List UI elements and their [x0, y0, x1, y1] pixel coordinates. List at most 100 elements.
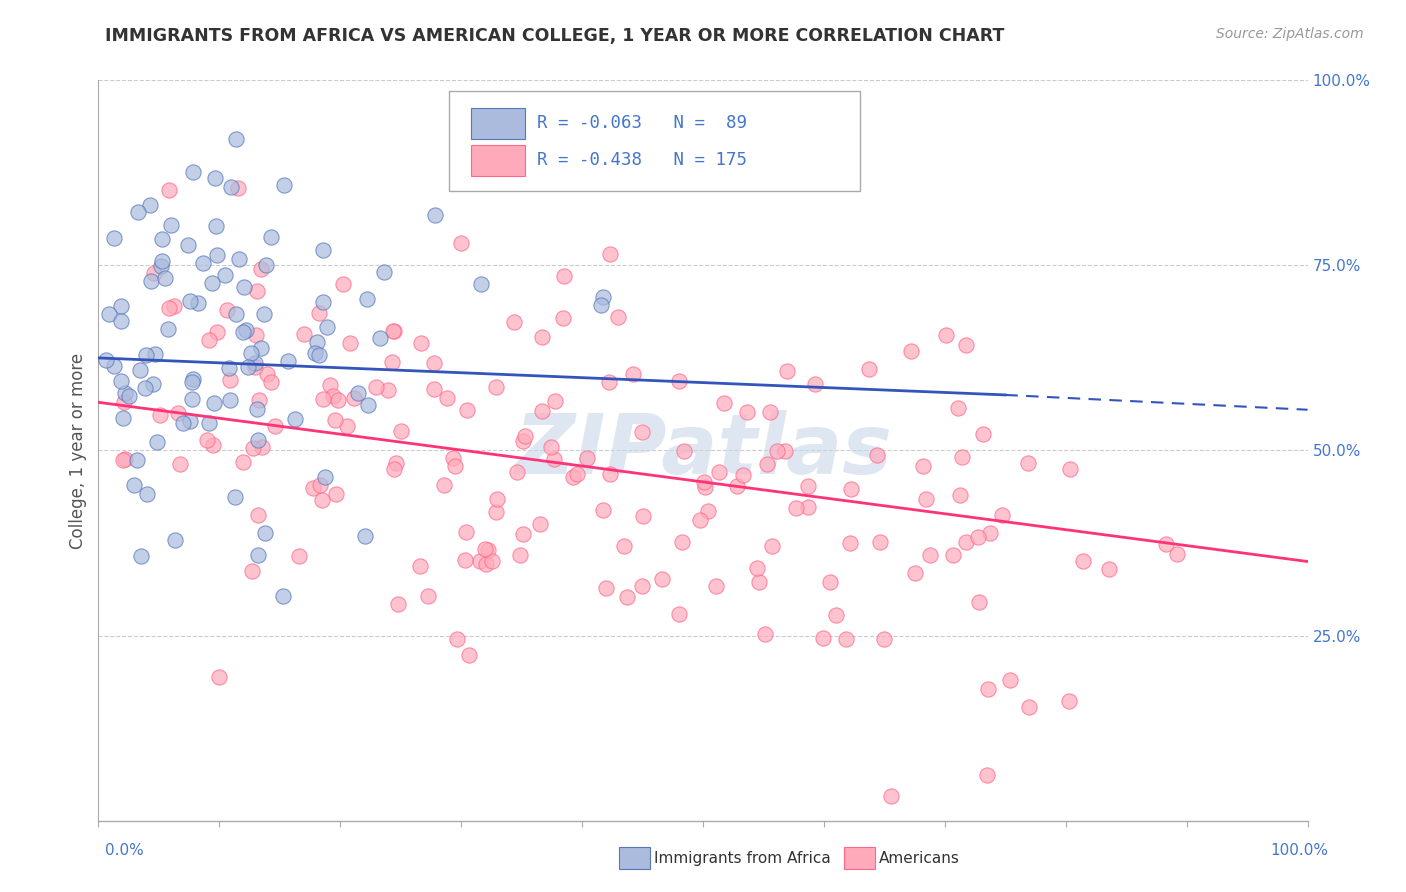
Point	[277, 354, 299, 368]
Point	[204, 219, 226, 234]
Point	[423, 382, 446, 396]
Point	[145, 434, 167, 449]
Point	[506, 465, 529, 479]
Point	[314, 469, 336, 483]
Point	[668, 374, 690, 388]
Point	[869, 534, 891, 549]
Point	[797, 478, 820, 492]
Point	[423, 356, 446, 370]
Point	[181, 165, 204, 179]
Point	[838, 536, 860, 550]
Point	[142, 376, 165, 391]
Point	[162, 299, 184, 313]
Point	[232, 280, 254, 294]
Point	[243, 360, 266, 375]
Point	[565, 467, 588, 482]
Point	[264, 418, 287, 433]
Point	[225, 307, 247, 321]
Point	[866, 448, 889, 462]
Point	[181, 392, 204, 407]
Point	[470, 553, 492, 567]
Point	[553, 268, 575, 283]
Point	[955, 535, 977, 549]
Point	[228, 252, 250, 266]
Point	[1057, 694, 1080, 708]
Point	[697, 504, 720, 518]
Point	[991, 508, 1014, 522]
Point	[246, 402, 269, 417]
Point	[704, 579, 727, 593]
Point	[592, 290, 614, 304]
Point	[169, 457, 191, 471]
Point	[323, 413, 346, 427]
Point	[441, 451, 464, 466]
Point	[382, 324, 405, 338]
Point	[201, 438, 224, 452]
Point	[544, 394, 567, 409]
Point	[381, 355, 404, 369]
Point	[529, 517, 551, 532]
Point	[139, 274, 162, 288]
Point	[835, 632, 858, 646]
Point	[456, 402, 478, 417]
Point	[240, 564, 263, 578]
Point	[384, 324, 406, 338]
Point	[172, 417, 194, 431]
Point	[98, 307, 121, 321]
Point	[912, 458, 935, 473]
Point	[1154, 536, 1177, 550]
Point	[311, 392, 333, 406]
Point	[458, 648, 481, 662]
Point	[245, 356, 267, 370]
Point	[776, 363, 799, 377]
Point	[512, 526, 534, 541]
Point	[443, 458, 465, 473]
Point	[129, 362, 152, 376]
Point	[502, 315, 524, 329]
Point	[347, 385, 370, 400]
Text: Source: ZipAtlas.com: Source: ZipAtlas.com	[1216, 27, 1364, 41]
Point	[143, 347, 166, 361]
Point	[204, 171, 226, 186]
Point	[110, 299, 132, 313]
Point	[103, 359, 125, 373]
Point	[232, 325, 254, 339]
Point	[254, 258, 277, 272]
FancyBboxPatch shape	[471, 145, 526, 176]
Point	[246, 433, 269, 447]
Point	[820, 575, 842, 590]
Point	[111, 410, 134, 425]
Point	[797, 500, 820, 514]
Point	[976, 768, 998, 782]
Point	[967, 530, 990, 544]
Point	[160, 218, 183, 232]
Point	[955, 338, 977, 352]
Point	[198, 416, 221, 430]
Point	[110, 314, 132, 328]
Point	[253, 526, 276, 541]
Point	[942, 548, 965, 562]
Point	[181, 376, 204, 390]
Point	[630, 579, 652, 593]
Point	[215, 303, 238, 318]
Point	[967, 595, 990, 609]
Point	[273, 178, 295, 193]
Point	[709, 466, 731, 480]
Point	[474, 541, 496, 556]
Point	[177, 238, 200, 252]
Point	[731, 467, 754, 482]
Point	[551, 311, 574, 326]
Point	[616, 590, 638, 604]
Point	[689, 513, 711, 527]
Point	[339, 335, 361, 350]
Point	[135, 487, 157, 501]
Point	[311, 295, 333, 310]
Point	[470, 277, 492, 291]
Point	[246, 508, 269, 523]
Point	[512, 434, 534, 449]
Point	[242, 441, 264, 455]
Point	[613, 539, 636, 553]
Point	[530, 404, 553, 418]
Point	[181, 372, 204, 386]
Point	[900, 343, 922, 358]
